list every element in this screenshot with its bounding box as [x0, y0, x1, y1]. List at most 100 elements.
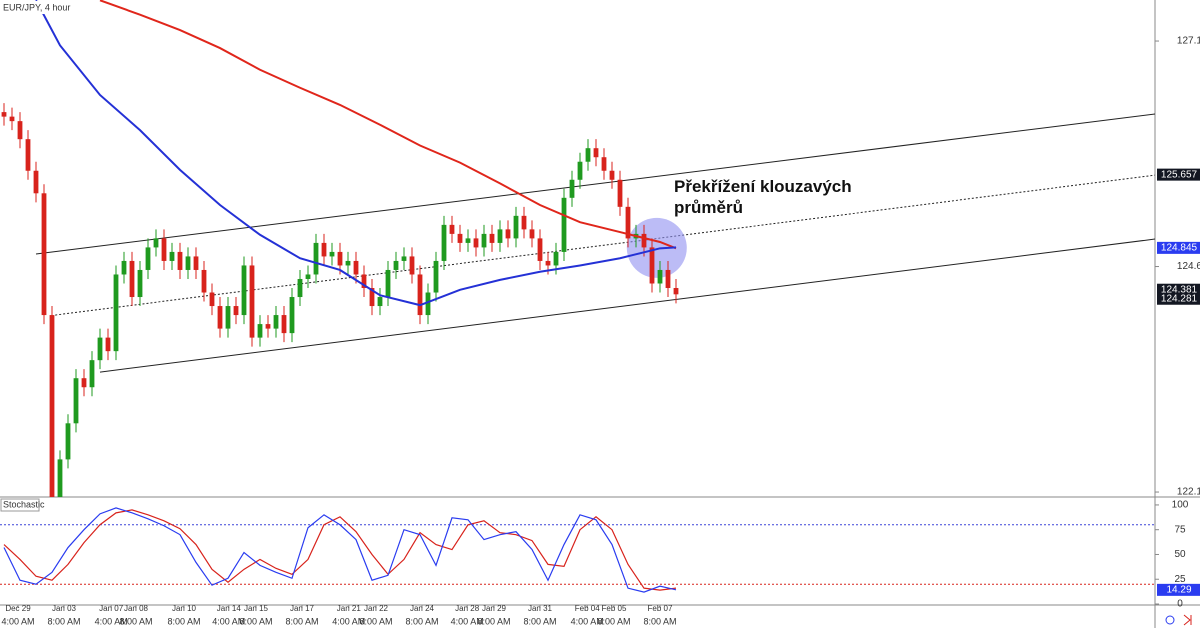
candle-body	[81, 378, 87, 388]
candle-body	[201, 269, 207, 293]
candle-body	[57, 459, 63, 497]
candle-body	[481, 233, 487, 248]
candle-body	[89, 360, 95, 388]
candle-body	[385, 269, 391, 298]
icon[interactable]	[1165, 615, 1175, 625]
candle-body	[257, 324, 263, 338]
x-tick-time: 4:00 AM	[571, 616, 604, 626]
candle-body	[593, 148, 599, 158]
price-label: 124.281	[1161, 293, 1198, 304]
candle-body	[297, 278, 303, 298]
price-label: 124.381	[1161, 284, 1198, 295]
candle-body	[665, 269, 671, 289]
highlight-circle	[626, 217, 687, 278]
stoch-line	[3, 507, 677, 593]
candle-body	[473, 238, 479, 248]
candle-body	[641, 233, 647, 248]
stoch-y-tick-label: 25	[1174, 574, 1186, 585]
price-label: 125.657	[1161, 169, 1198, 180]
annotation-text: Překřížení klouzavých průměrů	[674, 177, 852, 217]
candle-body	[617, 179, 623, 207]
candle-body	[537, 238, 543, 261]
candle-body	[49, 315, 55, 497]
candle-body	[73, 378, 79, 424]
candle-body	[121, 260, 127, 275]
candle-body	[601, 157, 607, 171]
toolbar-icons[interactable]	[1165, 614, 1192, 626]
price-label-bg	[1157, 292, 1200, 305]
stoch-line	[3, 509, 677, 591]
candle-body	[273, 315, 279, 329]
x-tick-label: Jan 17	[290, 604, 315, 613]
x-tick-time: 8:00 AM	[47, 616, 80, 626]
stochastic-title: Stochastic	[3, 499, 45, 509]
candle-body	[585, 148, 591, 162]
icon[interactable]	[1183, 614, 1192, 626]
stoch-title-bg	[0, 498, 40, 512]
x-tick-time: 8:00 AM	[119, 616, 152, 626]
y-tick-label: 122.138	[1177, 487, 1200, 498]
x-tick-label: Feb 04	[575, 604, 600, 613]
candle-body	[513, 215, 519, 239]
candle-body	[609, 170, 615, 180]
stoch-y-tick-label: 0	[1177, 599, 1183, 610]
candle-body	[393, 260, 399, 270]
candle-body	[129, 260, 135, 298]
candle-body	[449, 224, 455, 234]
candle-body	[433, 260, 439, 293]
candle-body	[265, 324, 271, 329]
trendline	[99, 238, 1155, 373]
x-tick-time: 8:00 AM	[239, 616, 272, 626]
candle-body	[369, 288, 375, 307]
x-tick-time: 8:00 AM	[597, 616, 630, 626]
candle-body	[489, 233, 495, 243]
candle-body	[321, 242, 327, 257]
x-tick-label: Jan 15	[244, 604, 269, 613]
candle-body	[65, 423, 71, 460]
x-tick-time: 8:00 AM	[285, 616, 318, 626]
x-tick-label: Feb 07	[648, 604, 673, 613]
candle-body	[577, 161, 583, 180]
candle-body	[289, 297, 295, 334]
x-tick-time: 8:00 AM	[643, 616, 676, 626]
x-tick-time: 4:00 AM	[95, 616, 128, 626]
candle-body	[505, 229, 511, 239]
x-tick-label: Jan 21	[337, 604, 362, 613]
candle-body	[497, 229, 503, 243]
stoch-last-label: 14.29	[1166, 584, 1191, 595]
chart-title: EUR/JPY, 4 hour	[3, 2, 70, 12]
axes: 127.138 124.638 122.138 125.657 124.845 124.3…	[1, 36, 1200, 626]
candle-body	[649, 247, 655, 284]
candle-body	[673, 288, 679, 295]
y-tick-label: 127.138	[1177, 36, 1200, 47]
price-label-bg	[1157, 241, 1200, 254]
candle-body	[225, 306, 231, 329]
trendline	[55, 174, 1155, 316]
trendline	[35, 113, 1155, 255]
candle-body	[185, 256, 191, 270]
x-tick-time: 4:00 AM	[332, 616, 365, 626]
candle-body	[137, 269, 143, 298]
x-tick-time: 8:00 AM	[359, 616, 392, 626]
candle-body	[465, 238, 471, 243]
candle-body	[401, 256, 407, 261]
candle-body	[97, 337, 103, 361]
stoch-y-tick-label: 100	[1172, 500, 1189, 511]
x-tick-time: 4:00 AM	[1, 616, 34, 626]
candle-body	[153, 238, 159, 248]
candle-body	[1, 112, 7, 117]
candle-body	[337, 251, 343, 266]
candle-body	[209, 292, 215, 307]
candle-body	[409, 256, 415, 275]
candle-body	[17, 121, 23, 140]
candle-body	[457, 233, 463, 243]
candle-body	[329, 251, 335, 257]
candle-body	[233, 306, 239, 316]
candle-body	[281, 315, 287, 334]
price-label-bg	[1157, 168, 1200, 181]
price-label: 124.845	[1161, 243, 1198, 254]
x-tick-label: Jan 07	[99, 604, 124, 613]
price-pane	[1, 0, 1155, 497]
x-tick-label: Feb 05	[602, 604, 627, 613]
